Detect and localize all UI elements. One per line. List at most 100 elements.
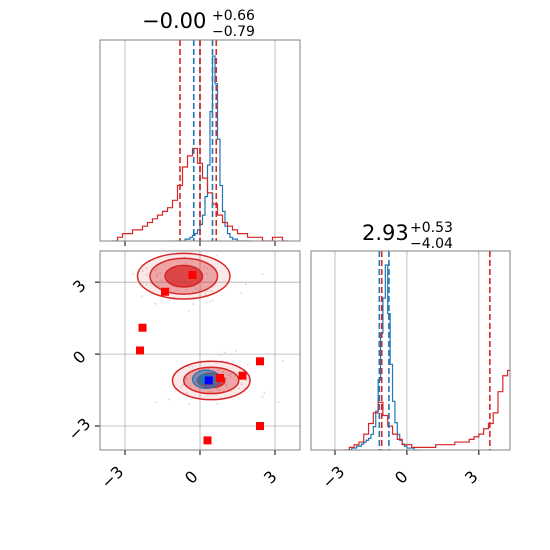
joint-param1-param2-panel — [95, 250, 301, 455]
joint-sample-point — [192, 302, 195, 305]
joint-sample-point — [211, 299, 214, 302]
joint-sample-point — [261, 395, 264, 398]
joint-sample-point — [174, 389, 177, 392]
joint-sample-point — [225, 385, 228, 388]
joint-sample-point — [132, 273, 135, 276]
joint-sample-point — [246, 363, 249, 366]
joint-sample-point — [195, 287, 198, 290]
joint-sample-point — [281, 360, 284, 363]
joint-sample-point — [216, 403, 219, 406]
joint-sample-point — [197, 288, 200, 291]
title-param1-minus: −0.79 — [212, 24, 255, 40]
joint-sample-point — [245, 379, 248, 382]
joint-sample-point — [233, 370, 236, 373]
joint-sample-point — [167, 398, 170, 401]
joint-sample-point — [261, 273, 264, 276]
title-param2-value: 2.93 — [362, 221, 409, 245]
marginal1-red-hist — [112, 147, 288, 241]
joint-sample-point — [159, 272, 162, 275]
red-square-marker-8 — [216, 374, 224, 383]
joint-sample-point — [179, 386, 182, 389]
title-param1: −0.00 +0.66 −0.79 — [142, 8, 255, 40]
joint-sample-point — [227, 373, 230, 376]
red-square-marker-4 — [203, 436, 212, 445]
joint-sample-point — [225, 377, 228, 380]
red-contour-cluster0-level0 — [164, 264, 204, 288]
joint-sample-point — [154, 302, 157, 305]
joint-sample-point — [203, 265, 206, 268]
joint-sample-point — [208, 390, 211, 393]
joint-sample-point — [243, 387, 246, 390]
joint-sample-point — [229, 376, 232, 379]
marginal2-red-hist — [344, 369, 510, 450]
red-square-marker-3 — [136, 346, 144, 355]
joint-sample-point — [202, 281, 205, 284]
joint-sample-point — [181, 384, 184, 387]
joint-sample-point — [221, 371, 224, 374]
joint-sample-point — [240, 291, 243, 294]
joint-content — [132, 251, 284, 445]
joint-sample-point — [145, 273, 148, 276]
joint-sample-point — [244, 283, 247, 286]
joint-sample-point — [185, 378, 188, 381]
joint-sample-point — [225, 383, 228, 386]
marginal1-frame — [99, 39, 301, 242]
joint-sample-point — [217, 369, 220, 372]
joint-sample-point — [215, 254, 218, 257]
joint-sample-point — [187, 403, 190, 406]
red-square-marker-0 — [188, 270, 197, 279]
blue-square-marker-0 — [204, 376, 213, 385]
joint-sample-point — [156, 267, 159, 270]
joint-sample-point — [145, 267, 148, 270]
joint-sample-point — [184, 261, 187, 264]
joint-sample-point — [149, 282, 152, 285]
joint-sample-point — [141, 270, 144, 273]
joint-sample-point — [204, 290, 207, 293]
joint-sample-point — [208, 300, 211, 303]
red-square-marker-5 — [256, 422, 264, 431]
joint-sample-point — [205, 272, 208, 275]
joint-sample-point — [187, 310, 190, 313]
joint-sample-point — [168, 287, 171, 290]
red-square-marker-1 — [161, 287, 169, 296]
title-param2-plus: +0.53 — [410, 220, 453, 236]
joint-sample-point — [185, 391, 188, 394]
red-square-marker-6 — [256, 357, 264, 366]
joint-sample-point — [218, 353, 221, 356]
joint-sample-point — [207, 367, 210, 370]
joint-sample-point — [160, 279, 163, 282]
marginal-param1-panel — [99, 39, 301, 246]
joint-sample-point — [154, 269, 157, 272]
title-param2-minus: −4.04 — [410, 236, 453, 252]
joint-sample-point — [238, 387, 241, 390]
joint-sample-point — [189, 384, 192, 387]
joint-sample-point — [223, 351, 226, 354]
joint-sample-point — [185, 289, 188, 292]
joint-sample-point — [263, 391, 266, 394]
joint-sample-point — [206, 267, 209, 270]
marginal-param2-panel — [310, 250, 511, 455]
joint-sample-point — [157, 284, 160, 287]
marginal2-frame — [310, 250, 511, 451]
joint-sample-point — [240, 383, 243, 386]
joint-sample-point — [155, 274, 158, 277]
joint-sample-point — [216, 388, 219, 391]
joint-sample-point — [230, 373, 233, 376]
title-param2: 2.93 +0.53 −4.04 — [362, 220, 453, 252]
red-square-marker-2 — [138, 323, 147, 332]
joint-sample-point — [140, 295, 143, 298]
joint-sample-point — [218, 389, 221, 392]
joint-sample-point — [155, 401, 158, 404]
joint-frame — [99, 250, 301, 451]
red-square-marker-7 — [238, 371, 247, 380]
joint-sample-point — [210, 289, 213, 292]
joint-sample-point — [168, 299, 171, 302]
joint-sample-point — [177, 289, 180, 292]
joint-sample-point — [235, 350, 238, 353]
joint-sample-point — [191, 365, 194, 368]
joint-sample-point — [187, 365, 190, 368]
title-param1-plus: +0.66 — [212, 8, 255, 24]
title-param1-value: −0.00 — [142, 9, 206, 33]
joint-sample-point — [145, 283, 148, 286]
